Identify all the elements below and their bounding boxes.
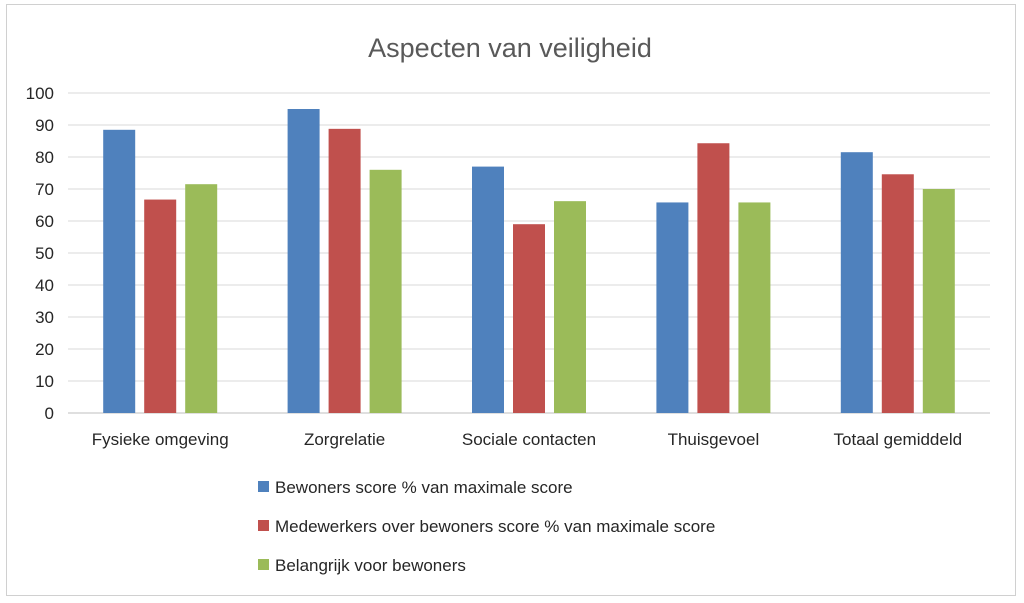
- legend-swatch: [258, 520, 269, 531]
- y-tick-label: 60: [35, 212, 54, 231]
- legend-label: Bewoners score % van maximale score: [275, 478, 573, 497]
- y-tick-labels: 0 10 20 30 40 50 60 70 80 90 100: [26, 84, 54, 423]
- legend-label: Medewerkers over bewoners score % van ma…: [275, 517, 715, 536]
- legend-label: Belangrijk voor bewoners: [275, 556, 466, 575]
- bar-2: [697, 143, 730, 414]
- bar-3: [185, 184, 218, 413]
- gridlines: [68, 92, 990, 414]
- x-category-label: Fysieke omgeving: [92, 430, 229, 449]
- x-category-labels: Fysieke omgeving Zorgrelatie Sociale conta…: [92, 430, 962, 449]
- y-tick-label: 40: [35, 276, 54, 295]
- bar-1: [472, 166, 504, 413]
- bar-3: [554, 201, 586, 413]
- y-tick-label: 0: [45, 404, 54, 423]
- legend-swatch: [258, 481, 269, 492]
- bar-2: [513, 224, 545, 413]
- y-tick-label: 10: [35, 372, 54, 391]
- bar-1: [656, 202, 689, 413]
- bar-2: [881, 174, 914, 413]
- bar-1: [103, 129, 136, 414]
- y-tick-label: 50: [35, 244, 54, 263]
- chart-title: Aspecten van veiligheid: [368, 33, 652, 63]
- y-tick-label: 80: [35, 148, 54, 167]
- bars: [103, 109, 955, 414]
- legend: Bewoners score % van maximale score Medew…: [258, 478, 715, 575]
- x-category-label: Thuisgevoel: [668, 430, 760, 449]
- bar-3: [369, 169, 402, 413]
- legend-swatch: [258, 559, 269, 570]
- y-tick-label: 100: [26, 84, 54, 103]
- x-category-label: Sociale contacten: [462, 430, 596, 449]
- bar-2: [328, 128, 361, 413]
- bar-3: [738, 202, 771, 413]
- bar-1: [287, 109, 320, 413]
- bar-3: [922, 189, 955, 413]
- bar-2: [144, 199, 177, 413]
- y-tick-label: 30: [35, 308, 54, 327]
- x-category-label: Totaal gemiddeld: [834, 430, 963, 449]
- y-tick-label: 70: [35, 180, 54, 199]
- y-tick-label: 20: [35, 340, 54, 359]
- x-category-label: Zorgrelatie: [304, 430, 385, 449]
- bar-1: [840, 152, 873, 413]
- y-tick-label: 90: [35, 116, 54, 135]
